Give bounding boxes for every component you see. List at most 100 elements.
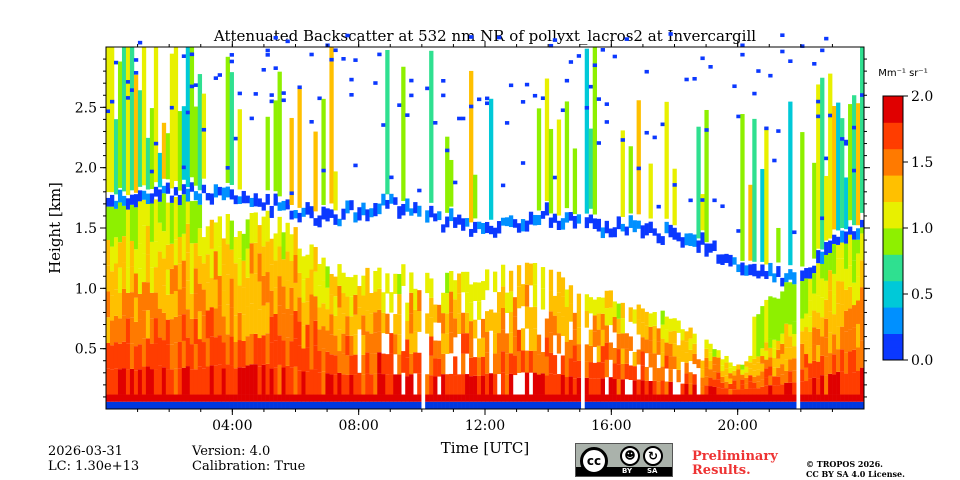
- heatmap-column: [676, 232, 681, 409]
- heatmap-column: [409, 78, 414, 409]
- colorbar-segment: [883, 267, 903, 275]
- y-axis-label: Height [km]: [46, 182, 64, 274]
- heatmap-column: [756, 69, 761, 409]
- heatmap-column: [672, 168, 677, 409]
- heatmap-column: [325, 43, 330, 409]
- heatmap-column: [441, 79, 446, 409]
- heatmap-column: [249, 116, 254, 409]
- heatmap-column: [584, 48, 590, 409]
- heatmap-column: [520, 100, 526, 409]
- heatmap-column: [485, 96, 490, 409]
- heatmap-column: [465, 218, 470, 409]
- heatmap-column: [225, 56, 230, 409]
- heatmap-column: [640, 225, 645, 409]
- heatmap-column: [636, 100, 641, 409]
- heatmap-column: [193, 83, 199, 409]
- heatmap-column: [117, 61, 123, 409]
- license-notice: CC BY SA 4.0 License.: [806, 469, 905, 479]
- heatmap-column: [209, 193, 215, 409]
- heatmap-column: [560, 108, 566, 409]
- y-tick-label: 2.0: [75, 161, 97, 177]
- heatmap-column: [568, 60, 574, 409]
- colorbar-segment: [883, 313, 903, 321]
- heatmap-column: [481, 223, 486, 409]
- heatmap-column: [536, 108, 542, 409]
- heatmap-column: [624, 37, 629, 409]
- colorbar-tick-label: 2.0: [911, 89, 933, 105]
- heatmap-column: [173, 47, 179, 409]
- colorbar-segment: [883, 333, 903, 341]
- heatmap-column: [353, 58, 358, 409]
- colorbar-segment: [883, 148, 903, 156]
- heatmap-column: [185, 47, 191, 409]
- heatmap-column: [357, 207, 362, 409]
- heatmap-column: [644, 69, 649, 409]
- colorbar-segment: [883, 175, 903, 183]
- y-tick-label: 2.5: [75, 100, 97, 116]
- heatmap-column: [449, 159, 454, 409]
- heatmap-column: [437, 211, 442, 409]
- colorbar-segment: [883, 201, 903, 209]
- heatmap-column: [524, 82, 530, 409]
- heatmap-column: [233, 136, 238, 409]
- heatmap-column: [808, 267, 813, 409]
- colorbar-segment: [883, 254, 903, 262]
- heatmap-column: [269, 93, 274, 409]
- heatmap-column: [616, 216, 621, 409]
- heatmap-column: [165, 133, 171, 409]
- copyright-notice: © TROPOS 2026.: [806, 459, 883, 469]
- colorbar-segment: [883, 115, 903, 123]
- heatmap-column: [856, 103, 861, 409]
- colorbar-segment: [883, 340, 903, 348]
- heatmap-column: [189, 47, 195, 409]
- heatmap-column: [780, 33, 785, 409]
- colorbar-segment: [883, 195, 903, 202]
- heatmap-column: [297, 85, 302, 409]
- heatmap-column: [788, 59, 793, 409]
- colorbar-tick-label: 0.5: [911, 287, 933, 303]
- heatmap-column: [313, 131, 318, 409]
- heatmap-column: [696, 126, 701, 409]
- heatmap-column: [500, 183, 506, 409]
- colorbar-segment: [883, 247, 903, 255]
- heatmap-column: [373, 81, 378, 409]
- heatmap-column: [241, 190, 246, 409]
- heatmap-column: [333, 48, 338, 409]
- heatmap-column: [724, 253, 729, 409]
- x-tick-label: 20:00: [717, 418, 757, 434]
- heatmap-column: [265, 48, 270, 409]
- heatmap-column: [744, 265, 749, 409]
- heatmap-column: [792, 230, 797, 409]
- heatmap-column: [668, 32, 673, 409]
- colorbar-segment: [883, 241, 903, 249]
- heatmap-column: [397, 103, 402, 409]
- heatmap-column: [221, 187, 226, 409]
- heatmap-column: [824, 36, 829, 409]
- heatmap-column: [305, 202, 310, 409]
- heatmap-column: [106, 47, 111, 409]
- heatmap-column: [492, 227, 498, 409]
- heatmap-column: [277, 71, 282, 409]
- heatmap-column: [544, 78, 550, 409]
- footer-date: 2026-03-31: [48, 444, 123, 459]
- colorbar-segment: [883, 135, 903, 143]
- footer-calibration: Calibration: True: [192, 459, 306, 474]
- heatmap-column: [556, 119, 562, 409]
- heatmap-column: [508, 83, 514, 409]
- heatmap-column: [457, 116, 462, 409]
- heatmap-column: [381, 123, 386, 409]
- heatmap-column: [405, 113, 410, 409]
- heatmap-column: [365, 209, 370, 409]
- colorbar-segment: [883, 129, 903, 136]
- heatmap-column: [161, 122, 167, 409]
- colorbar-segment: [883, 307, 903, 315]
- heatmap-column: [776, 129, 781, 409]
- colorbar-segment: [883, 122, 903, 130]
- heatmap-column: [496, 35, 502, 409]
- heatmap-column: [504, 121, 510, 409]
- y-tick-label: 1.0: [75, 281, 97, 297]
- colorbar-segment: [883, 155, 903, 163]
- heatmap-column: [125, 47, 131, 409]
- heatmap-column: [301, 207, 306, 409]
